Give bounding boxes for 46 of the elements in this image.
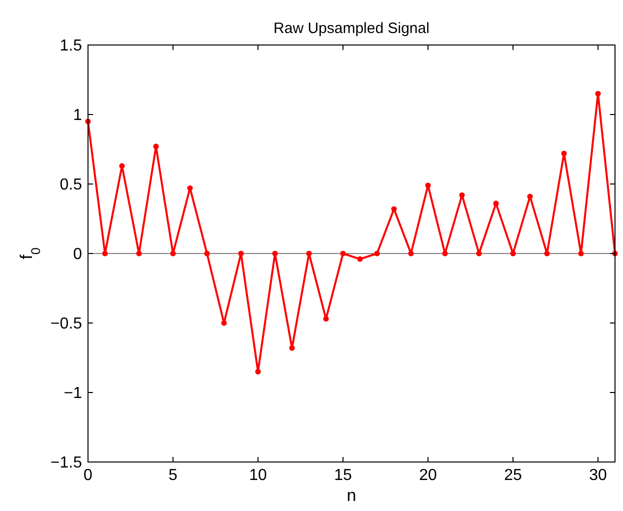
point <box>510 250 516 256</box>
point <box>153 144 159 150</box>
x-tick-label: 30 <box>589 467 607 484</box>
point <box>544 250 550 256</box>
point <box>289 345 295 351</box>
y-tick-label: 1 <box>73 107 82 124</box>
y-tick-label: 1.5 <box>60 38 82 55</box>
point <box>102 250 108 256</box>
point <box>255 368 261 374</box>
point <box>425 182 431 188</box>
chart-title: Raw Upsampled Signal <box>274 20 430 37</box>
point <box>340 250 346 256</box>
point <box>595 90 601 96</box>
point <box>493 200 499 206</box>
point <box>408 250 414 256</box>
y-tick-label: −1 <box>64 385 82 402</box>
point <box>272 250 278 256</box>
x-tick-label: 25 <box>504 467 522 484</box>
x-tick-label: 15 <box>334 467 352 484</box>
point <box>391 206 397 212</box>
point <box>136 250 142 256</box>
x-axis-title: n <box>346 486 356 505</box>
point <box>476 250 482 256</box>
point <box>221 320 227 326</box>
point <box>459 192 465 198</box>
point <box>442 250 448 256</box>
point <box>374 250 380 256</box>
x-tick-label: 5 <box>168 467 178 484</box>
point <box>119 163 125 169</box>
x-tick-label: 10 <box>249 467 267 484</box>
point <box>357 256 363 262</box>
point <box>561 150 567 156</box>
point <box>238 250 244 256</box>
y-tick-label: −0.5 <box>50 316 82 333</box>
point <box>204 250 210 256</box>
point <box>187 185 193 191</box>
point <box>306 250 312 256</box>
x-tick-label: 0 <box>84 467 93 484</box>
y-tick-label: 0 <box>73 246 82 264</box>
x-tick-label: 20 <box>419 467 437 484</box>
y-tick-label: 0.5 <box>60 176 82 194</box>
y-tick-label: −1.5 <box>50 454 82 472</box>
point <box>527 194 533 200</box>
point <box>578 250 584 256</box>
point <box>323 316 329 322</box>
point <box>170 250 176 256</box>
